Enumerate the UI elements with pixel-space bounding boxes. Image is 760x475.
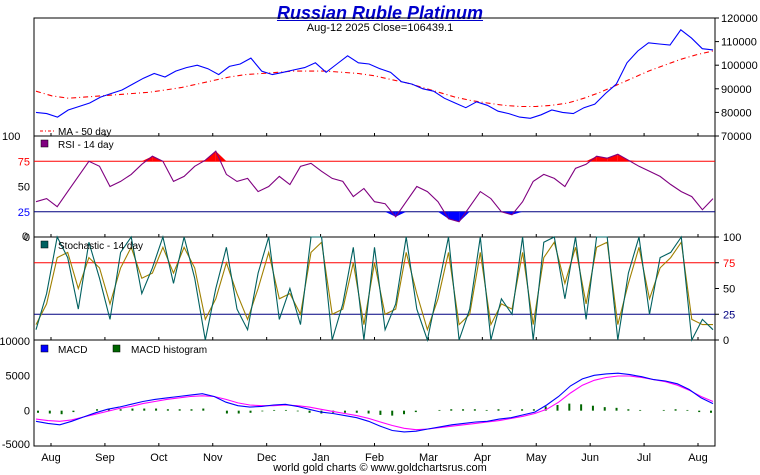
rsi-oversold-fill [459,211,470,222]
x-tick-label: Jun [581,452,599,464]
x-tick-label: Feb [365,452,384,464]
price-y-label: 80000 [721,107,752,119]
macd-signal-line [35,375,714,431]
rsi-overbought-fill [607,154,618,162]
price-panel-frame [33,17,716,137]
price-line [35,29,714,119]
macd-y-label: -5000 [2,439,30,451]
stoch-y-label: 50 [723,284,735,296]
stoch-y-label: 100 [723,232,741,244]
macd-y-label: 0 [24,406,30,418]
rsi-y-label-zero: 0 [22,231,28,243]
x-tick-label: Jul [637,452,651,464]
stoch-legend-label: Stochastic - 14 day [58,241,143,252]
macd-y-label: 5000 [6,370,30,382]
macd-line [35,372,714,433]
x-tick-label: Jan [312,452,330,464]
x-tick-label: Mar [419,452,438,464]
price-y-label: 120000 [721,13,758,25]
stoch-d-line [35,240,713,332]
rsi-y-label: 25 [18,207,30,219]
x-tick-label: Aug [41,452,61,464]
chart-footer: world gold charts © www.goldchartsrus.co… [273,462,487,474]
x-tick-label: Dec [257,452,277,464]
macd-legend-swatch [40,344,49,353]
rsi-overbought-fill [215,151,227,162]
x-tick-label: Aug [688,452,708,464]
x-tick-label: Nov [203,452,223,464]
rsi-overbought-fill [194,160,206,162]
rsi-oversold-fill [437,211,449,219]
rsi-overbought-fill [596,156,608,162]
rsi-line [35,150,714,223]
x-tick-label: Sep [95,452,115,464]
rsi-overbought-fill [628,160,639,162]
price-y-label: 70000 [721,131,752,143]
macd-y-label: 10000 [0,336,30,348]
macd-histogram-legend-swatch [112,344,121,353]
price-y-label: 90000 [721,84,752,96]
stoch-y-label: 0 [723,335,729,347]
price-y-label: 100000 [721,60,758,72]
rsi-y-label: 50 [18,182,30,194]
stoch-y-label: 75 [723,258,735,270]
rsi-y-label: 0 [24,232,30,244]
rsi-panel-frame [33,135,716,238]
rsi-y-label: 75 [18,156,30,168]
stoch-k-line [35,234,714,343]
stoch-y-label: 25 [723,309,735,321]
rsi-oversold-fill [512,211,523,215]
x-tick-label: Oct [150,452,167,464]
x-tick-label: May [526,452,547,464]
stoch-legend-swatch [40,240,49,249]
macd-legend-label: MACD [58,345,87,356]
chart-subtitle: Aug-12 2025 Close=106439.1 [306,22,454,34]
ma-legend-label: MA - 50 day [58,127,111,138]
rsi-legend-label: RSI - 14 day [58,140,114,151]
rsi-overbought-fill [586,156,597,162]
rsi-y-label-top: 100 [2,131,20,143]
rsi-overbought-fill [141,156,153,162]
rsi-legend-swatch [40,139,49,148]
macd-histogram-legend-label: MACD histogram [131,345,207,356]
ma-50-line [35,50,714,108]
price-y-label: 110000 [721,37,757,49]
x-tick-label: Apr [474,452,491,464]
